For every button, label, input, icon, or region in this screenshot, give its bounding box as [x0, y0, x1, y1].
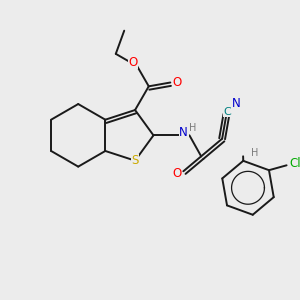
Text: O: O — [172, 167, 181, 180]
Text: N: N — [232, 97, 241, 110]
Text: S: S — [131, 154, 139, 167]
Text: H: H — [251, 148, 258, 158]
Text: C: C — [224, 106, 231, 116]
Text: Cl: Cl — [290, 157, 300, 170]
Text: O: O — [172, 76, 182, 89]
Text: N: N — [179, 126, 188, 139]
Text: H: H — [189, 122, 197, 133]
Text: O: O — [129, 56, 138, 69]
